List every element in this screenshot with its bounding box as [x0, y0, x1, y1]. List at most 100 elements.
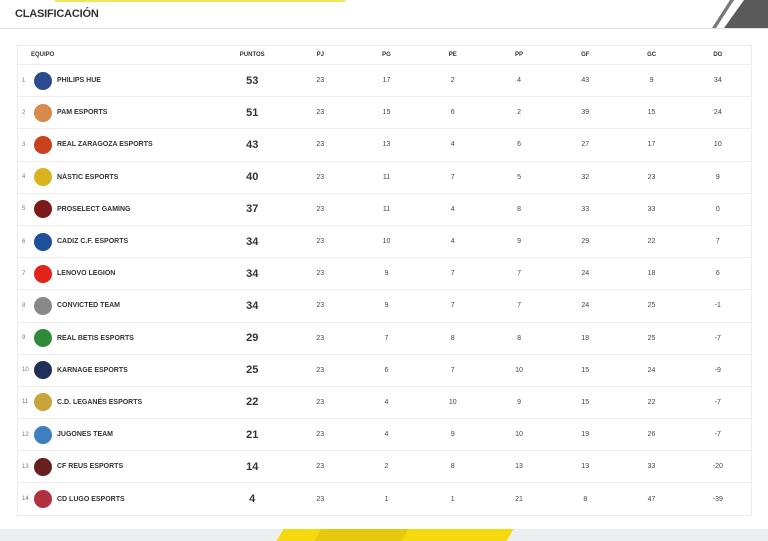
- stat-pp: 7: [517, 302, 521, 310]
- table-row[interactable]: 2 PAM ESPORTS 51 23 15 6 2 39 15 24: [18, 96, 751, 128]
- stat-dg: -39: [712, 495, 723, 503]
- stat-gf: 15: [581, 398, 590, 406]
- points: 34: [246, 267, 259, 280]
- stat-gf: 19: [581, 431, 590, 439]
- points: 25: [246, 364, 259, 377]
- stat-gc: 25: [647, 334, 656, 342]
- team-name[interactable]: JUGONES TEAM: [57, 431, 114, 439]
- stat-pe: 8: [450, 463, 455, 471]
- team-name[interactable]: LENOVO LEGION: [57, 270, 116, 278]
- stat-pj: 23: [316, 141, 325, 149]
- position: 8: [22, 302, 26, 309]
- stat-pp: 10: [515, 366, 523, 374]
- points: 34: [246, 299, 259, 312]
- table-row[interactable]: 8 CONVICTED TEAM 34 23 9 7 7 24 25 -1: [18, 289, 751, 321]
- stat-gc: 26: [647, 431, 656, 439]
- stat-dg: -7: [714, 431, 721, 439]
- team-name[interactable]: CD LUGO ESPORTS: [57, 495, 125, 503]
- stat-pe: 1: [450, 495, 455, 503]
- team-cell: 7 LENOVO LEGION: [18, 264, 217, 283]
- team-name[interactable]: CONVICTED TEAM: [57, 302, 120, 310]
- position: 14: [22, 496, 29, 503]
- team-name[interactable]: C.D. LEGANÉS ESPORTS: [57, 398, 143, 406]
- table-row[interactable]: 5 PROSELECT GAMING 37 23 11 4 8 33 33 0: [18, 192, 751, 225]
- team-name[interactable]: REAL ZARAGOZA ESPORTS: [57, 141, 153, 149]
- stat-pj: 23: [316, 334, 325, 342]
- points: 34: [246, 235, 259, 248]
- points: 22: [246, 396, 259, 409]
- stat-pe: 10: [448, 398, 457, 406]
- stat-gc: 15: [647, 109, 656, 117]
- stat-pg: 4: [384, 398, 389, 406]
- team-cell: 4 NÀSTIC ESPORTS: [18, 168, 217, 187]
- stat-pe: 4: [450, 205, 455, 213]
- stat-gc: 22: [647, 238, 656, 246]
- position: 1: [22, 77, 26, 84]
- stat-pj: 23: [316, 302, 325, 310]
- stat-pj: 23: [316, 270, 325, 278]
- stat-pe: 2: [450, 77, 455, 85]
- position: 6: [22, 238, 26, 245]
- table-row[interactable]: 12 JUGONES TEAM 21 23 4 9 10 19 26 -7: [18, 418, 751, 450]
- stat-pp: 9: [517, 238, 521, 246]
- stat-pj: 23: [316, 398, 325, 406]
- stat-dg: 6: [715, 270, 720, 278]
- stat-pg: 9: [384, 302, 389, 310]
- table-row[interactable]: 9 REAL BETIS ESPORTS 29 23 7 8 8 18 25 -7: [18, 321, 751, 354]
- position: 13: [22, 463, 29, 470]
- stat-gc: 47: [647, 495, 656, 503]
- stat-pj: 23: [316, 109, 325, 117]
- stat-gc: 25: [647, 302, 656, 310]
- stat-pg: 7: [384, 334, 389, 342]
- team-name[interactable]: KARNAGE ESPORTS: [57, 366, 128, 374]
- stat-dg: -7: [714, 398, 721, 406]
- stat-pg: 6: [384, 366, 389, 374]
- stat-pe: 4: [450, 238, 455, 246]
- team-name[interactable]: CADIZ C.F. ESPORTS: [57, 238, 129, 246]
- points: 4: [249, 493, 256, 506]
- team-cell: 5 PROSELECT GAMING: [18, 200, 217, 219]
- stat-gf: 15: [581, 366, 590, 374]
- team-logo-icon: [34, 168, 52, 187]
- stat-gf: 29: [581, 238, 590, 246]
- top-accent-line: [55, 0, 345, 2]
- team-logo-icon: [34, 329, 52, 348]
- team-logo-icon: [34, 71, 52, 90]
- team-name[interactable]: REAL BETIS ESPORTS: [57, 334, 134, 342]
- stat-pp: 6: [517, 141, 521, 149]
- stat-pe: 8: [450, 334, 455, 342]
- stat-pg: 11: [382, 173, 391, 181]
- stat-pe: 7: [450, 302, 455, 310]
- stat-pp: 13: [515, 463, 523, 471]
- stat-gf: 24: [581, 270, 590, 278]
- position: 12: [22, 431, 29, 438]
- stat-dg: 24: [713, 109, 722, 117]
- stat-pg: 17: [382, 77, 391, 85]
- table-row[interactable]: 7 LENOVO LEGION 34 23 9 7 7 24 18 6: [18, 257, 751, 289]
- points: 21: [246, 428, 259, 441]
- team-cell: 14 CD LUGO ESPORTS: [18, 490, 217, 509]
- team-name[interactable]: PAM ESPORTS: [57, 109, 108, 117]
- table-row[interactable]: 14 CD LUGO ESPORTS 4 23 1 1 21 8 47 -39: [18, 482, 751, 514]
- stat-gf: 13: [581, 463, 590, 471]
- table-row[interactable]: 4 NÀSTIC ESPORTS 40 23 11 7 5 32 23 9: [18, 160, 751, 193]
- team-name[interactable]: PHILIPS HUE: [57, 77, 101, 85]
- stat-pg: 10: [382, 238, 391, 246]
- position: 3: [22, 141, 26, 148]
- team-cell: 1 PHILIPS HUE: [18, 71, 217, 90]
- table-row[interactable]: 10 KARNAGE ESPORTS 25 23 6 7 10 15 24 -9: [18, 353, 751, 386]
- table-row[interactable]: 13 CF REUS ESPORTS 14 23 2 8 13 13 33 -20: [18, 450, 751, 482]
- team-name[interactable]: PROSELECT GAMING: [57, 205, 131, 213]
- table-row[interactable]: 3 REAL ZARAGOZA ESPORTS 43 23 13 4 6 27 17 10: [18, 128, 751, 160]
- footer-stripe: [314, 529, 412, 541]
- team-cell: 9 REAL BETIS ESPORTS: [18, 329, 217, 348]
- team-cell: 13 CF REUS ESPORTS: [18, 457, 217, 476]
- stat-dg: -9: [714, 366, 721, 374]
- stat-gf: 32: [581, 173, 590, 181]
- footer-stripe: [401, 529, 514, 541]
- table-row[interactable]: 6 CADIZ C.F. ESPORTS 34 23 10 4 9 29 22 7: [18, 224, 751, 257]
- team-name[interactable]: NÀSTIC ESPORTS: [57, 173, 119, 181]
- table-row[interactable]: 11 C.D. LEGANÉS ESPORTS 22 23 4 10 9 15 22 -7: [18, 385, 751, 418]
- table-row[interactable]: 1 PHILIPS HUE 53 23 17 2 4 43 9 34: [18, 64, 751, 96]
- team-name[interactable]: CF REUS ESPORTS: [57, 463, 124, 471]
